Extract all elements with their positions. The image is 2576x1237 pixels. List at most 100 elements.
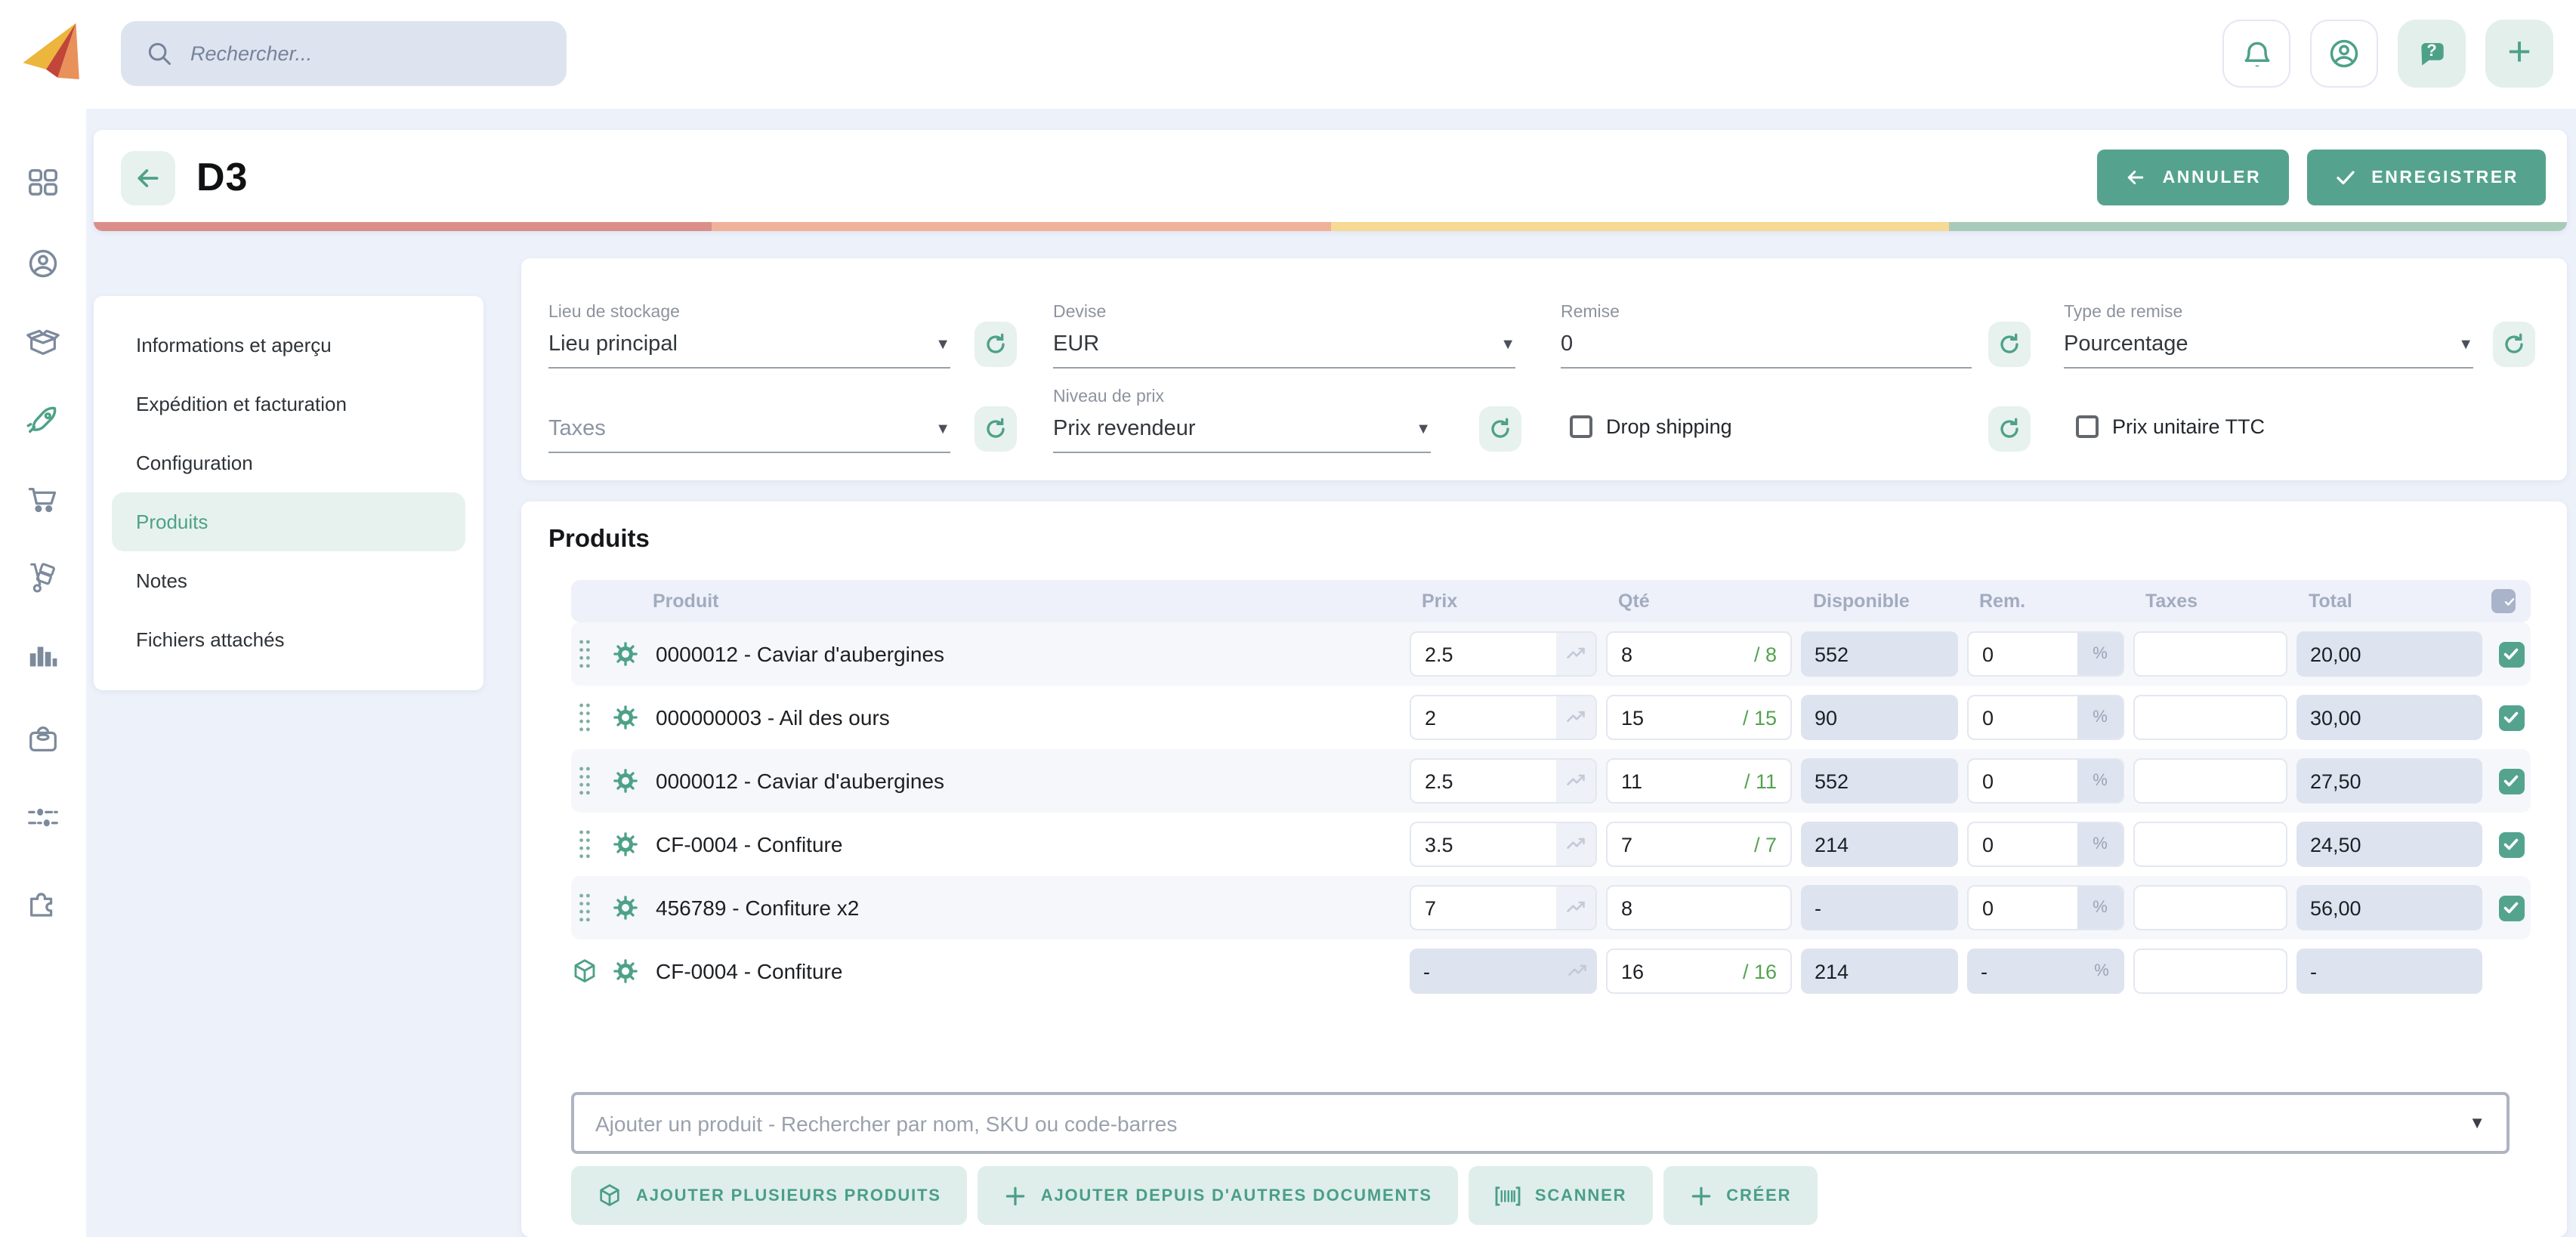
chevron-down-icon: ▼ <box>1500 336 1515 353</box>
line-discount-input[interactable]: 0% <box>1967 885 2124 930</box>
add-from-documents-button[interactable]: AJOUTER DEPUIS D'AUTRES DOCUMENTS <box>977 1166 1458 1225</box>
select-all-checkbox[interactable] <box>2491 589 2516 613</box>
drag-handle-icon[interactable] <box>577 763 592 799</box>
sidebar-rail <box>0 109 86 1237</box>
discount-type-select[interactable]: Type de remise Pourcentage ▼ <box>2064 304 2473 369</box>
sidebar-item-dashboard[interactable] <box>26 165 60 199</box>
line-total-value: 27,50 <box>2296 758 2482 804</box>
row-checkbox[interactable] <box>2498 831 2524 857</box>
sidebar-item-purchases-cart[interactable] <box>26 482 60 517</box>
price-input[interactable]: - <box>1410 949 1597 994</box>
scanner-button[interactable]: SCANNER <box>1468 1166 1653 1225</box>
nav-item-produits[interactable]: Produits <box>112 492 465 551</box>
line-taxes-input[interactable] <box>2133 695 2287 740</box>
row-checkbox[interactable] <box>2498 641 2524 667</box>
line-taxes-input[interactable] <box>2133 822 2287 867</box>
row-settings-gear-icon[interactable] <box>607 704 644 731</box>
price-history-icon[interactable] <box>1556 760 1595 802</box>
quantity-input[interactable]: 16/ 16 <box>1606 949 1792 994</box>
sidebar-item-integrations-puzzle[interactable] <box>26 887 60 921</box>
drag-handle-icon[interactable] <box>577 636 592 672</box>
line-taxes-input[interactable] <box>2133 885 2287 930</box>
nav-item-notes[interactable]: Notes <box>136 569 187 592</box>
available-stock-value: 90 <box>1801 695 1958 740</box>
app-logo[interactable] <box>21 18 88 88</box>
add-product-search-input[interactable]: Ajouter un produit - Rechercher par nom,… <box>571 1092 2510 1154</box>
drag-handle-icon[interactable] <box>577 699 592 736</box>
available-stock-value: 552 <box>1801 631 1958 677</box>
unit-price-ttc-checkbox[interactable]: Prix unitaire TTC <box>2076 415 2265 438</box>
sidebar-item-sales[interactable] <box>26 403 60 438</box>
line-discount-input[interactable]: 0% <box>1967 758 2124 804</box>
quantity-input[interactable]: 8 <box>1606 885 1792 930</box>
notifications-button[interactable] <box>2222 20 2290 88</box>
price-input[interactable]: 2.5 <box>1410 631 1597 677</box>
sidebar-item-reports[interactable] <box>26 639 60 674</box>
refresh-taxes-button[interactable] <box>974 406 1017 452</box>
line-discount-input[interactable]: 0% <box>1967 631 2124 677</box>
line-discount-input[interactable]: 0% <box>1967 695 2124 740</box>
nav-item-configuration[interactable]: Configuration <box>136 452 253 474</box>
account-button[interactable] <box>2310 20 2378 88</box>
line-taxes-input[interactable] <box>2133 949 2287 994</box>
taxes-select[interactable]: Taxes ▼ <box>548 388 950 453</box>
price-history-icon[interactable] <box>1556 633 1595 675</box>
drop-shipping-checkbox[interactable]: Drop shipping <box>1570 415 1732 438</box>
row-checkbox[interactable] <box>2498 768 2524 794</box>
price-history-icon[interactable] <box>1558 949 1597 994</box>
refresh-dropshipping-button[interactable] <box>1988 406 2031 452</box>
drag-handle-icon[interactable] <box>577 826 592 862</box>
price-input[interactable]: 3.5 <box>1410 822 1597 867</box>
price-history-icon[interactable] <box>1556 887 1595 929</box>
quantity-input[interactable]: 11/ 11 <box>1606 758 1792 804</box>
price-history-icon[interactable] <box>1556 696 1595 739</box>
line-taxes-input[interactable] <box>2133 758 2287 804</box>
storage-location-select[interactable]: Lieu de stockage Lieu principal ▼ <box>548 304 950 369</box>
refresh-discount-type-button[interactable] <box>2493 322 2535 367</box>
price-history-icon[interactable] <box>1556 823 1595 865</box>
sidebar-item-stock-handtruck[interactable] <box>26 560 60 595</box>
sidebar-item-contacts[interactable] <box>26 246 60 281</box>
global-search-input[interactable]: Rechercher... <box>121 21 567 86</box>
percent-suffix: % <box>2077 887 2123 929</box>
percent-suffix: % <box>2077 760 2123 802</box>
drag-handle-icon[interactable] <box>577 890 592 926</box>
line-discount-input[interactable]: -% <box>1967 949 2124 994</box>
refresh-price-level-button[interactable] <box>1479 406 1521 452</box>
row-settings-gear-icon[interactable] <box>607 831 644 858</box>
quantity-input[interactable]: 7/ 7 <box>1606 822 1792 867</box>
cancel-button[interactable]: ANNULER <box>2097 150 2289 205</box>
line-taxes-input[interactable] <box>2133 631 2287 677</box>
sidebar-item-settings-sliders[interactable] <box>26 801 60 835</box>
back-button[interactable] <box>121 151 175 205</box>
sidebar-item-briefcase[interactable] <box>26 722 60 757</box>
row-settings-gear-icon[interactable] <box>607 894 644 921</box>
row-settings-gear-icon[interactable] <box>607 640 644 668</box>
price-input[interactable]: 7 <box>1410 885 1597 930</box>
price-input[interactable]: 2.5 <box>1410 758 1597 804</box>
refresh-storage-button[interactable] <box>974 322 1017 367</box>
price-input[interactable]: 2 <box>1410 695 1597 740</box>
discount-field[interactable]: Remise 0 <box>1561 304 1972 369</box>
product-name: 0000012 - Caviar d'aubergines <box>656 769 945 793</box>
nav-item-fichiers[interactable]: Fichiers attachés <box>136 628 285 651</box>
sidebar-item-products[interactable] <box>26 325 60 359</box>
price-level-select[interactable]: Niveau de prix Prix revendeur ▼ <box>1053 388 1431 453</box>
quantity-max: / 16 <box>1742 960 1777 983</box>
row-checkbox[interactable] <box>2498 705 2524 730</box>
create-new-button[interactable]: + <box>2485 20 2553 88</box>
create-product-button[interactable]: CRÉER <box>1663 1166 1818 1225</box>
refresh-discount-button[interactable] <box>1988 322 2031 367</box>
row-checkbox[interactable] <box>2498 895 2524 921</box>
help-button[interactable]: ? <box>2398 20 2466 88</box>
row-settings-gear-icon[interactable] <box>607 767 644 794</box>
save-button[interactable]: ENREGISTRER <box>2306 150 2546 205</box>
add-multiple-products-button[interactable]: AJOUTER PLUSIEURS PRODUITS <box>571 1166 967 1225</box>
line-discount-input[interactable]: 0% <box>1967 822 2124 867</box>
quantity-input[interactable]: 8/ 8 <box>1606 631 1792 677</box>
quantity-input[interactable]: 15/ 15 <box>1606 695 1792 740</box>
row-settings-gear-icon[interactable] <box>607 958 644 985</box>
nav-item-informations[interactable]: Informations et aperçu <box>136 334 332 356</box>
currency-select[interactable]: Devise EUR ▼ <box>1053 304 1515 369</box>
nav-item-expedition[interactable]: Expédition et facturation <box>136 393 347 415</box>
